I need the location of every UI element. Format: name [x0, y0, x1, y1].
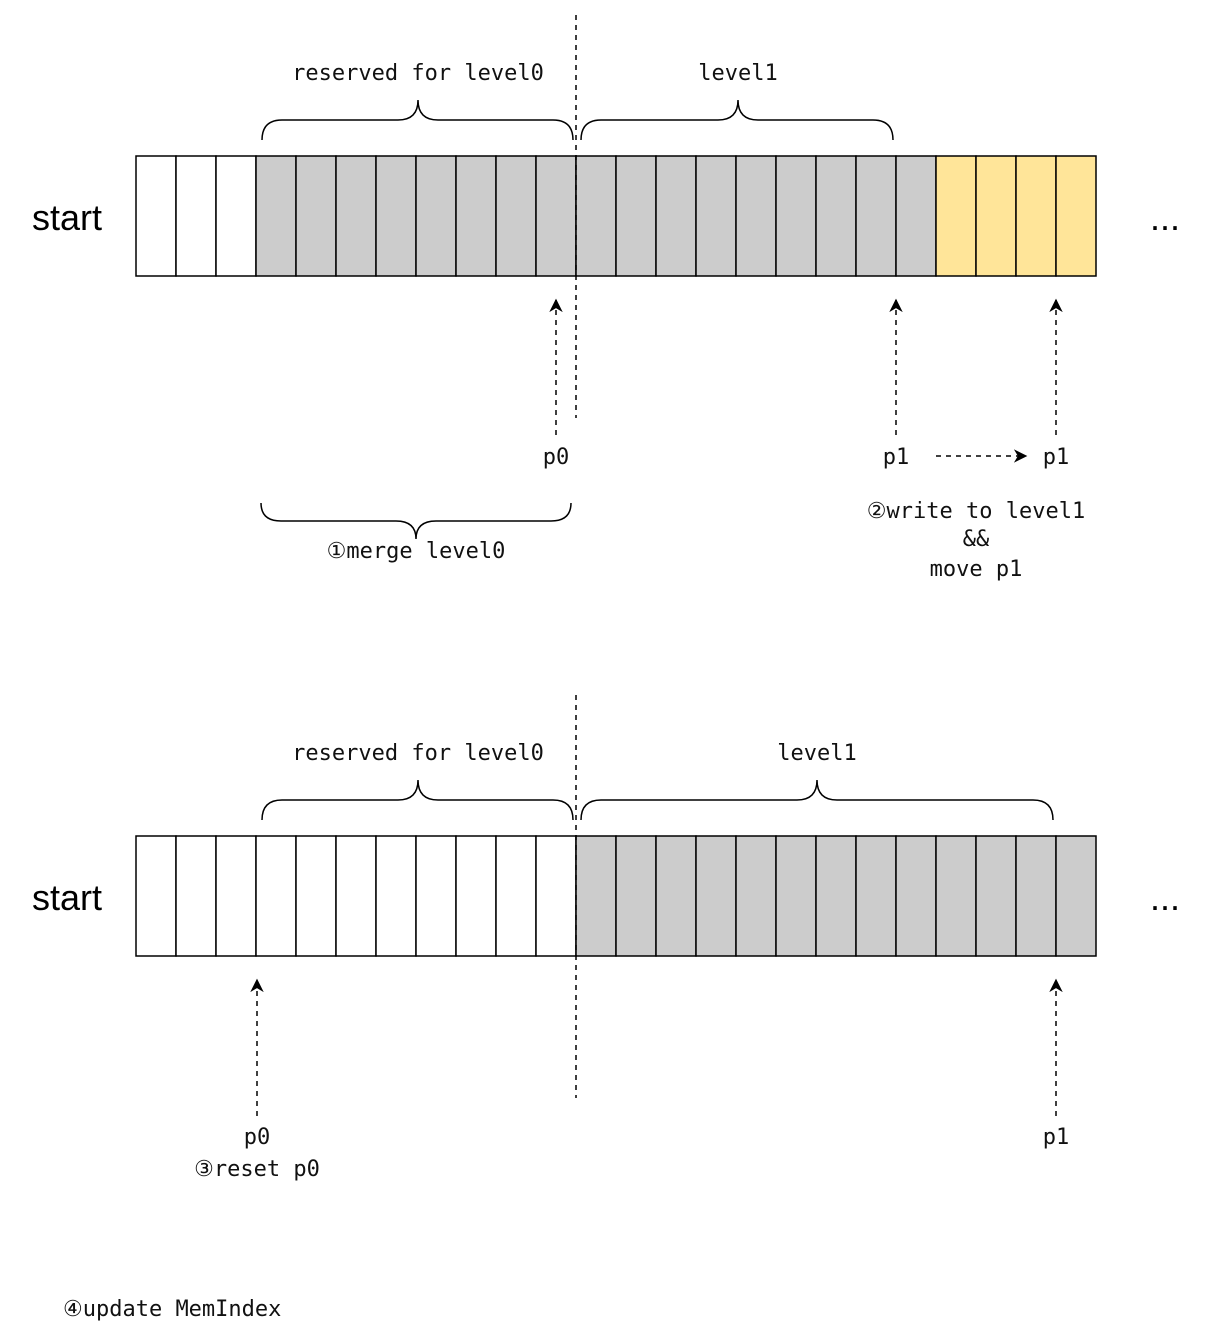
bottom-cell-used: [575, 835, 617, 957]
top-state: reserved for level0 level1 start ... p0 …: [32, 15, 1180, 582]
top-cell-used: [495, 155, 537, 277]
bottom-reserved-label: reserved for level0: [292, 741, 544, 766]
top-cell-empty: [135, 155, 177, 277]
bottom-cell-used: [815, 835, 857, 957]
top-start-label: start: [32, 197, 102, 238]
top-cell-new: [975, 155, 1017, 277]
bottom-cell-used: [695, 835, 737, 957]
top-p1-label: p1: [883, 445, 910, 470]
merge-label: ①merge level0: [327, 539, 506, 564]
top-cell-used: [415, 155, 457, 277]
bottom-memory-cells: [135, 835, 1097, 957]
bottom-cell-empty: [175, 835, 217, 957]
bottom-p0-label: p0: [244, 1125, 271, 1150]
merge-brace: [260, 502, 572, 540]
bottom-cell-empty: [375, 835, 417, 957]
bottom-cell-empty: [215, 835, 257, 957]
write-label-line3: move p1: [930, 557, 1023, 582]
bottom-cell-empty: [415, 835, 457, 957]
bottom-cell-empty: [495, 835, 537, 957]
top-cell-used: [695, 155, 737, 277]
top-cell-used: [335, 155, 377, 277]
top-cell-empty: [175, 155, 217, 277]
top-memory-cells: [135, 155, 1097, 277]
bottom-cell-empty: [255, 835, 297, 957]
top-cell-used: [615, 155, 657, 277]
top-cell-used: [535, 155, 577, 277]
bottom-cell-used: [895, 835, 937, 957]
bottom-cell-used: [1015, 835, 1057, 957]
top-reserved-brace: [261, 99, 574, 141]
bottom-cell-used: [935, 835, 977, 957]
bottom-cell-empty: [295, 835, 337, 957]
top-cell-used: [255, 155, 297, 277]
bottom-state: reserved for level0 level1 start ... p0 …: [32, 695, 1180, 1182]
top-level1-brace: [580, 99, 894, 141]
bottom-cell-empty: [535, 835, 577, 957]
bottom-cell-used: [775, 835, 817, 957]
top-cell-used: [735, 155, 777, 277]
top-cell-new: [1055, 155, 1097, 277]
top-p1-moved-label: p1: [1043, 445, 1070, 470]
bottom-start-label: start: [32, 877, 102, 918]
top-cell-used: [295, 155, 337, 277]
bottom-cell-used: [855, 835, 897, 957]
top-cell-used: [575, 155, 617, 277]
top-cell-used: [775, 155, 817, 277]
top-cell-used: [895, 155, 937, 277]
write-label-line1: ②write to level1: [867, 499, 1085, 524]
bottom-cell-used: [975, 835, 1017, 957]
top-ellipsis: ...: [1150, 197, 1180, 238]
top-cell-used: [815, 155, 857, 277]
bottom-cell-empty: [455, 835, 497, 957]
top-reserved-label: reserved for level0: [292, 61, 544, 86]
bottom-cell-used: [1055, 835, 1097, 957]
bottom-cell-used: [615, 835, 657, 957]
top-cell-new: [1015, 155, 1057, 277]
write-label-line2: &&: [963, 527, 990, 552]
bottom-p1-label: p1: [1043, 1125, 1070, 1150]
bottom-level1-label: level1: [777, 741, 856, 766]
bottom-level1-brace: [580, 779, 1054, 821]
bottom-ellipsis: ...: [1150, 877, 1180, 918]
reset-p0-label: ③reset p0: [194, 1157, 320, 1182]
bottom-cell-empty: [135, 835, 177, 957]
top-cell-used: [455, 155, 497, 277]
top-cell-used: [855, 155, 897, 277]
update-memindex-label: ④update MemIndex: [63, 1297, 281, 1322]
bottom-cell-used: [735, 835, 777, 957]
bottom-reserved-brace: [261, 779, 574, 821]
bottom-cell-used: [655, 835, 697, 957]
bottom-cell-empty: [335, 835, 377, 957]
top-cell-used: [375, 155, 417, 277]
top-p0-label: p0: [543, 445, 570, 470]
top-cell-empty: [215, 155, 257, 277]
top-cell-new: [935, 155, 977, 277]
top-cell-used: [655, 155, 697, 277]
top-level1-label: level1: [698, 61, 777, 86]
